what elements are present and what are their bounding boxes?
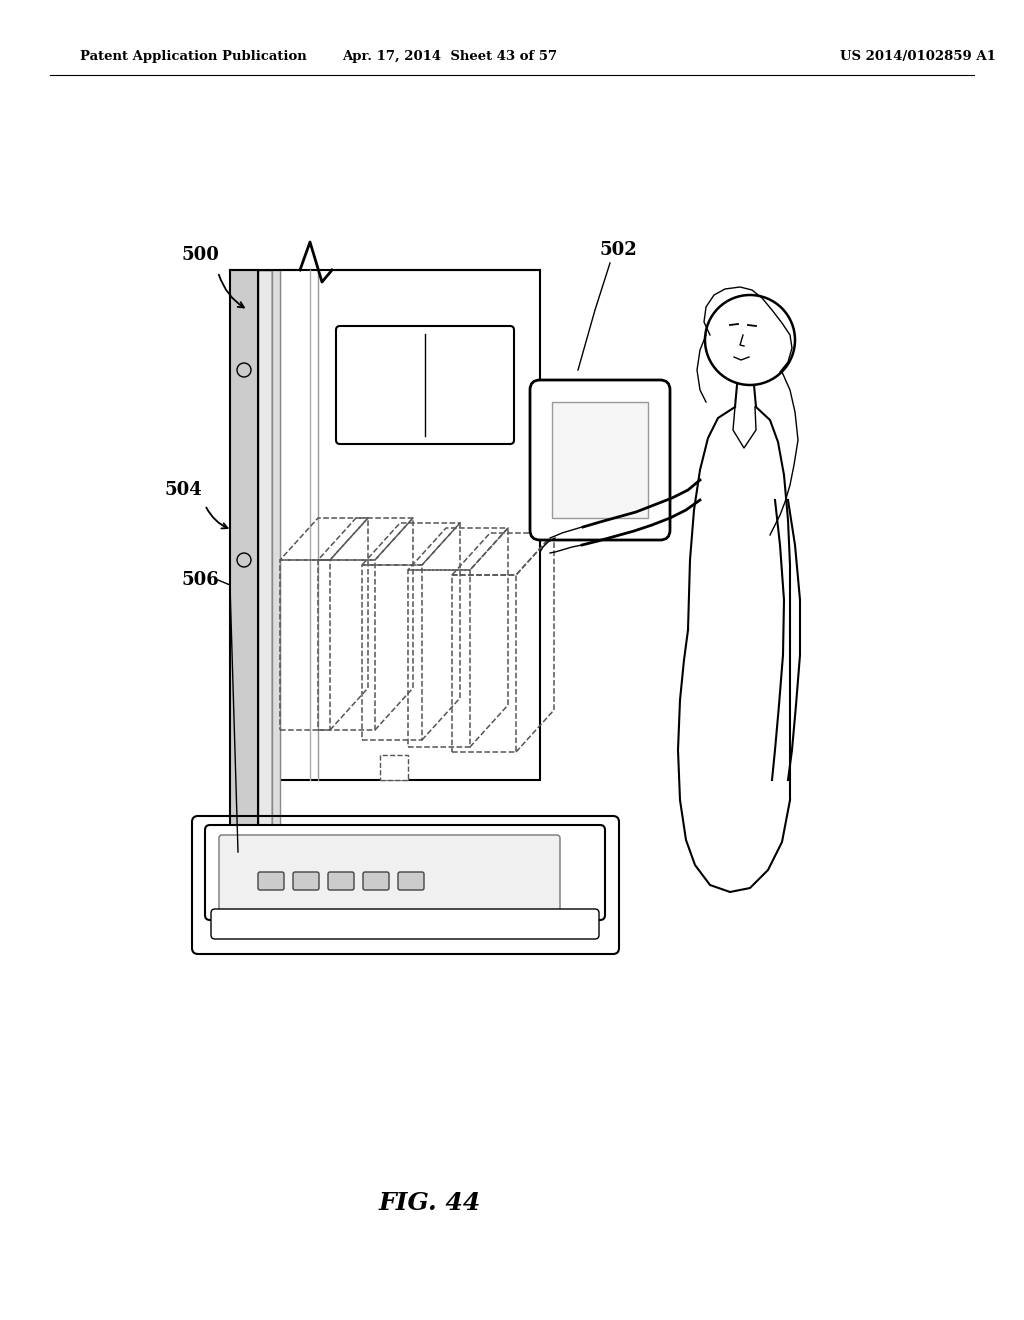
FancyBboxPatch shape [362, 873, 389, 890]
Text: 506: 506 [181, 572, 219, 589]
Bar [318, 560, 375, 730]
FancyBboxPatch shape [219, 836, 560, 911]
Text: US 2014/0102859 A1: US 2014/0102859 A1 [840, 50, 996, 63]
Bar [258, 271, 272, 870]
Bar [552, 403, 648, 517]
FancyBboxPatch shape [328, 873, 354, 890]
Text: 500: 500 [181, 246, 219, 264]
Text: 504: 504 [164, 480, 202, 499]
FancyBboxPatch shape [205, 825, 605, 920]
Bar [272, 271, 280, 870]
FancyBboxPatch shape [336, 326, 514, 444]
Bar [408, 570, 470, 747]
Bar [380, 755, 408, 780]
Bar [362, 565, 422, 741]
FancyBboxPatch shape [530, 380, 670, 540]
Text: Patent Application Publication: Patent Application Publication [80, 50, 307, 63]
Text: 502: 502 [599, 242, 637, 259]
Bar [230, 271, 258, 870]
Bar [280, 271, 540, 780]
FancyBboxPatch shape [398, 873, 424, 890]
FancyBboxPatch shape [293, 873, 319, 890]
FancyBboxPatch shape [258, 873, 284, 890]
Bar [280, 560, 330, 730]
FancyBboxPatch shape [211, 909, 599, 939]
Text: Apr. 17, 2014  Sheet 43 of 57: Apr. 17, 2014 Sheet 43 of 57 [342, 50, 557, 63]
Text: FIG. 44: FIG. 44 [379, 1191, 481, 1214]
Bar [452, 576, 516, 752]
